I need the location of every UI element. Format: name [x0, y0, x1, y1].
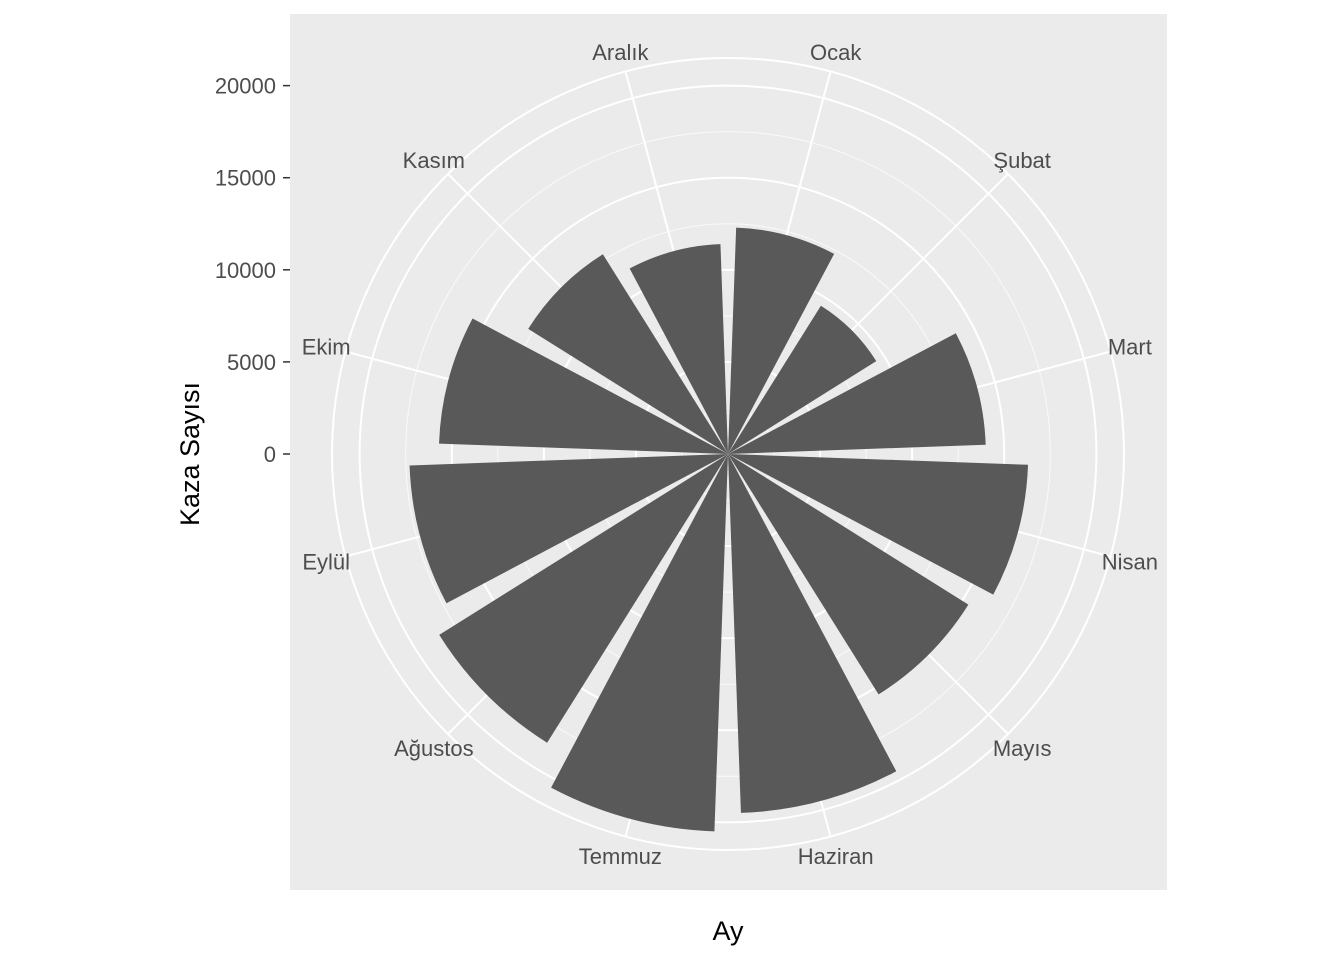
bar-10 — [439, 318, 728, 454]
grid-circle — [358, 84, 1098, 824]
grid-circle-minor — [405, 131, 1051, 777]
grid-circle — [450, 176, 1006, 732]
bar-6 — [728, 454, 897, 813]
y-tick-label: 20000 — [215, 74, 276, 99]
bars — [409, 227, 1029, 832]
category-label: Kasım — [403, 148, 465, 173]
bar-4 — [728, 454, 1029, 595]
grid-circle-minor — [497, 223, 959, 685]
y-tick-label: 10000 — [215, 258, 276, 283]
y-axis-title: Kaza Sayısı — [175, 382, 205, 526]
bar-11 — [528, 254, 728, 454]
bar-7 — [551, 454, 728, 832]
category-label: Eylül — [302, 550, 350, 575]
x-axis-title: Ay — [712, 916, 744, 946]
grid-circle-minor — [589, 315, 867, 593]
bar-5 — [728, 454, 969, 695]
category-label: Ekim — [302, 334, 351, 359]
y-axis: 0 5000 10000 15000 20000 — [215, 74, 290, 467]
y-tick-label: 0 — [264, 442, 276, 467]
category-labels: Ocak Şubat Mart Nisan Mayıs Haziran Temmuz Ağus… — [302, 40, 1158, 869]
bar-9 — [409, 454, 728, 604]
category-label: Temmuz — [579, 844, 662, 869]
grid-circle-minor — [681, 407, 775, 501]
y-tick-label: 5000 — [227, 350, 276, 375]
category-label: Şubat — [993, 148, 1051, 173]
bar-3 — [728, 333, 986, 454]
grid-circle — [542, 268, 914, 640]
category-label: Ağustos — [394, 736, 474, 761]
category-label: Aralık — [592, 40, 649, 65]
bar-2 — [728, 305, 877, 454]
grid-circle — [634, 360, 822, 548]
category-label: Ocak — [810, 40, 862, 65]
category-label: Mart — [1108, 334, 1152, 359]
y-tick-label: 15000 — [215, 166, 276, 191]
grid-circle-outer — [331, 57, 1125, 851]
category-label: Mayıs — [993, 736, 1052, 761]
bar-12 — [629, 244, 728, 454]
bar-1 — [728, 227, 835, 454]
bar-8 — [439, 454, 728, 743]
category-label: Haziran — [798, 844, 874, 869]
category-label: Nisan — [1102, 550, 1158, 575]
